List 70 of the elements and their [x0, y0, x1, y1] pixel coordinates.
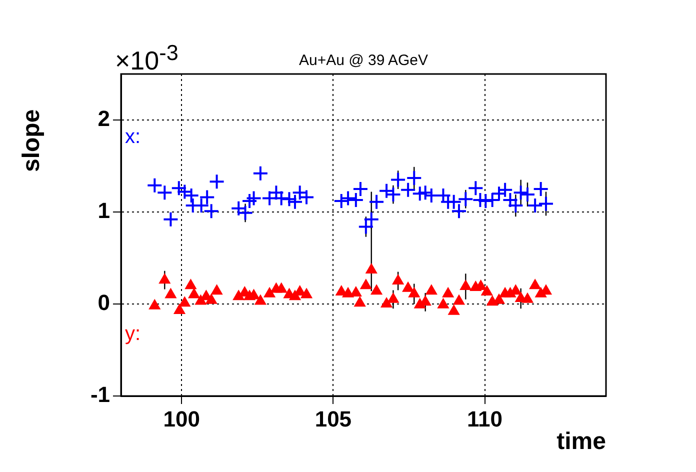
point: [174, 304, 186, 314]
point: [412, 186, 428, 202]
point: [340, 190, 356, 206]
point: [363, 211, 380, 228]
point: [242, 192, 258, 209]
point: [532, 181, 549, 197]
point: [246, 190, 262, 206]
y-tick-label: 2: [98, 106, 110, 132]
point: [354, 296, 366, 307]
point: [458, 191, 474, 208]
series-label: y:: [125, 322, 141, 346]
point: [527, 198, 544, 214]
point: [522, 292, 534, 303]
point: [448, 304, 460, 315]
point: [350, 286, 362, 296]
point: [392, 274, 404, 284]
point: [211, 284, 222, 295]
point: [400, 182, 416, 198]
point: [148, 299, 160, 310]
point: [388, 292, 399, 303]
point: [199, 189, 216, 206]
point: [529, 279, 541, 290]
point: [352, 181, 368, 197]
point: [460, 280, 472, 290]
point: [333, 192, 350, 209]
x-tick-label: 110: [467, 406, 502, 432]
point: [158, 274, 170, 284]
point: [442, 287, 454, 298]
point: [286, 194, 303, 210]
point: [254, 294, 266, 305]
point: [370, 284, 382, 295]
point: [264, 287, 276, 298]
point: [402, 282, 414, 292]
x-axis-title: time: [556, 428, 606, 456]
series-label: x:: [125, 126, 141, 149]
point: [468, 180, 484, 196]
point: [408, 287, 420, 298]
point: [481, 286, 493, 296]
point: [165, 288, 176, 298]
point: [276, 282, 288, 293]
point: [188, 288, 200, 298]
point: [162, 211, 179, 228]
y-tick-label: -1: [90, 382, 110, 408]
point: [380, 298, 392, 308]
point: [185, 279, 196, 290]
point: [538, 196, 554, 212]
point: [358, 218, 374, 235]
point: [453, 294, 465, 305]
point: [300, 288, 312, 298]
point: [342, 287, 354, 298]
point: [208, 174, 225, 190]
point: [368, 194, 385, 210]
point: [178, 296, 190, 307]
annotation: ×10$^{-3}$: [115, 40, 178, 77]
point: [348, 192, 364, 208]
y-tick-label: 1: [98, 198, 110, 224]
point: [390, 172, 406, 188]
point: [426, 284, 438, 295]
point: [438, 298, 449, 308]
point: [366, 263, 378, 274]
point: [417, 184, 434, 201]
point: [206, 294, 218, 304]
point: [360, 279, 372, 290]
point: [252, 165, 268, 182]
chart-title: Au+Au @ 39 AGeV: [298, 52, 428, 69]
x-tick-label: 105: [314, 406, 352, 432]
y-tick-label: 0: [98, 290, 110, 316]
y-axis-title: slope: [18, 109, 46, 172]
point: [406, 170, 422, 186]
x-tick-label: 100: [163, 406, 200, 432]
